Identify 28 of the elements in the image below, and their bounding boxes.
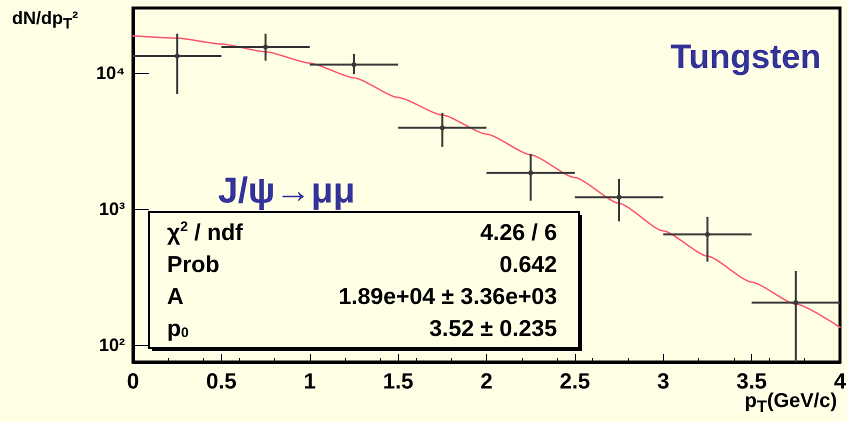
annotation: Tungsten (670, 38, 822, 76)
y-axis-title: dN/dp$_{T}$² (12, 8, 78, 33)
x-tick-label: 1 (304, 368, 316, 394)
y-tick-label: 10⁴ (96, 62, 125, 83)
point (704, 232, 710, 237)
annotation: 1.89e+04 ± 3.36e+03 (338, 283, 557, 309)
x-tick-label: 1.5 (382, 368, 414, 394)
annotation: 0.642 (499, 251, 557, 277)
y-tick-label: 10³ (98, 198, 126, 219)
annotation: A (167, 283, 184, 309)
x-tick-label: 0 (126, 368, 140, 394)
point (616, 194, 622, 200)
point (440, 125, 445, 130)
annotation: p0 (167, 315, 190, 341)
annotation: J/ψ→μμ (218, 170, 356, 210)
point (263, 44, 268, 50)
point (528, 170, 534, 176)
x-tick-label: 2 (480, 368, 493, 394)
x-tick-label: 2.5 (560, 368, 590, 394)
y-tick-label: 10² (98, 335, 126, 356)
point (174, 54, 180, 59)
x-tick-label: 3 (657, 368, 670, 394)
annotation: 3.52 ± 0.235 (429, 315, 558, 341)
point (793, 300, 798, 306)
annotation: 4.26 / 6 (480, 219, 557, 245)
x-tick-label: 0.5 (206, 368, 237, 394)
annotation: Prob (167, 251, 220, 277)
point (351, 62, 356, 68)
